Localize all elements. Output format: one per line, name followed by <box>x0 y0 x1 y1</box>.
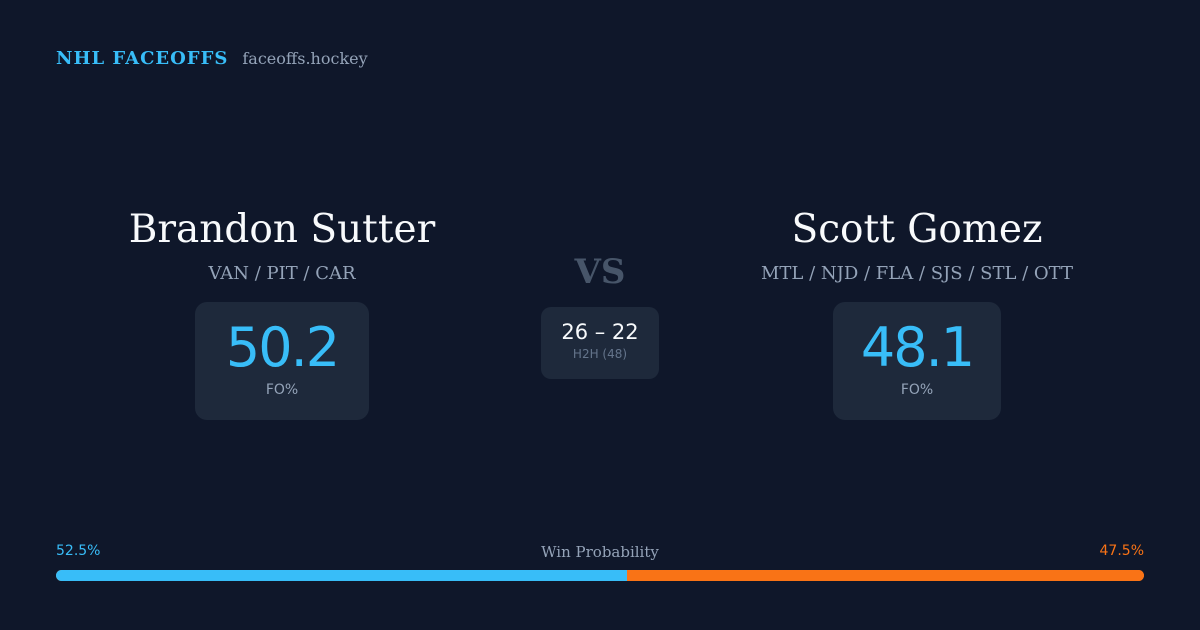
vs-label: VS <box>574 252 626 292</box>
win-probability-bar-right <box>627 570 1144 581</box>
player-right-teams: MTL / NJD / FLA / SJS / STL / OTT <box>760 263 1074 284</box>
player-right-name: Scott Gomez <box>791 207 1043 252</box>
head-to-head-score: 26 – 22 <box>561 320 639 344</box>
player-left: Brandon Sutter VAN / PIT / CAR 50.2 FO% <box>82 200 482 420</box>
brand-name[interactable]: NHL FACEOFFS <box>56 48 229 69</box>
win-probability-title: Win Probability <box>541 543 659 561</box>
player-left-name: Brandon Sutter <box>128 207 436 252</box>
win-probability-right: 47.5% <box>1099 543 1144 559</box>
player-left-teams: VAN / PIT / CAR <box>208 263 356 284</box>
win-probability-left: 52.5% <box>56 543 101 559</box>
head-to-head-card: 26 – 22 H2H (48) <box>541 307 659 379</box>
player-right-stat-card: 48.1 FO% <box>833 302 1001 420</box>
player-right: Scott Gomez MTL / NJD / FLA / SJS / STL … <box>717 200 1117 420</box>
head-to-head-label: H2H (48) <box>572 347 628 361</box>
player-left-fo-label: FO% <box>265 382 299 398</box>
brand-header: NHL FACEOFFS faceoffs.hockey <box>56 48 368 69</box>
player-left-stat-card: 50.2 FO% <box>195 302 369 420</box>
win-probability-bar <box>56 570 1144 581</box>
win-probability-bar-left <box>56 570 628 581</box>
player-left-fo-value: 50.2 <box>225 316 340 379</box>
player-right-fo-label: FO% <box>900 382 934 398</box>
brand-domain[interactable]: faceoffs.hockey <box>242 49 368 68</box>
win-probability-labels: 52.5% Win Probability 47.5% <box>56 543 1144 563</box>
player-right-fo-value: 48.1 <box>860 316 975 379</box>
